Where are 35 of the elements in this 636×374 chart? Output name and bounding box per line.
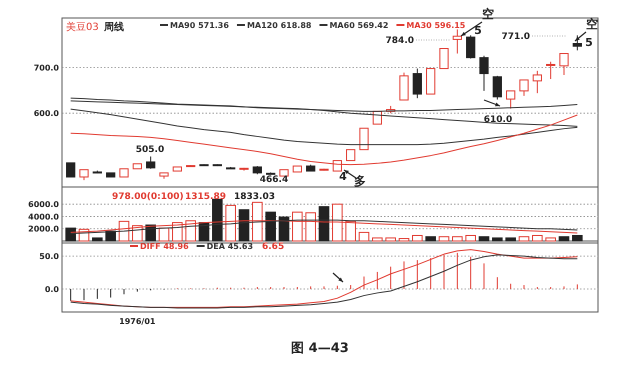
legend-item: MA30 596.15 bbox=[396, 21, 466, 30]
annotation: 空 bbox=[482, 7, 494, 21]
y-tick-label: 4000.0 bbox=[28, 212, 60, 222]
y-tick-label: 2000.0 bbox=[28, 224, 60, 234]
legend-item: MA90 571.36 bbox=[160, 21, 229, 30]
y-tick-label: 700.0 bbox=[34, 64, 60, 73]
legend-label: DEA 45.63 bbox=[206, 242, 254, 251]
annotation: 5 bbox=[474, 24, 482, 37]
annotation: 5 bbox=[585, 36, 593, 49]
annotation: 771.0 bbox=[502, 32, 530, 42]
annotation: 1833.03 bbox=[234, 192, 275, 202]
legend-item: MA120 618.88 bbox=[236, 21, 312, 30]
annotation: 4 bbox=[339, 170, 348, 183]
annotation: 空 bbox=[586, 17, 598, 31]
annotation: 1315.89 bbox=[185, 192, 226, 202]
annotation: 784.0 bbox=[386, 36, 414, 46]
y-tick-label: 600.0 bbox=[34, 109, 60, 118]
annotation: 466.4 bbox=[260, 175, 288, 185]
y-tick-label: 0.0 bbox=[44, 285, 60, 294]
y-tick-label: 6000.0 bbox=[28, 200, 60, 210]
legend-label: MA90 571.36 bbox=[170, 21, 230, 30]
legend-item: MA60 569.42 bbox=[319, 21, 388, 30]
annotation: 978.00(0:100) bbox=[112, 192, 184, 202]
legend-item: DIFF 48.96 bbox=[130, 242, 189, 251]
caption: 图 4—43 bbox=[291, 341, 349, 356]
legend-item: DEA 45.63 bbox=[196, 242, 254, 251]
y-tick-label: 50.0 bbox=[39, 252, 60, 262]
annotation: 505.0 bbox=[136, 145, 164, 155]
annotation: 多 bbox=[354, 174, 366, 188]
chart-subtitle: 周线 bbox=[103, 21, 124, 33]
chart-title: 美豆03 bbox=[66, 21, 99, 33]
annotation: 6.65 bbox=[262, 242, 284, 252]
x-tick-label: 1976/01 bbox=[119, 317, 156, 326]
annotation: 610.0 bbox=[484, 115, 512, 125]
legend-label: DIFF 48.96 bbox=[140, 242, 190, 251]
